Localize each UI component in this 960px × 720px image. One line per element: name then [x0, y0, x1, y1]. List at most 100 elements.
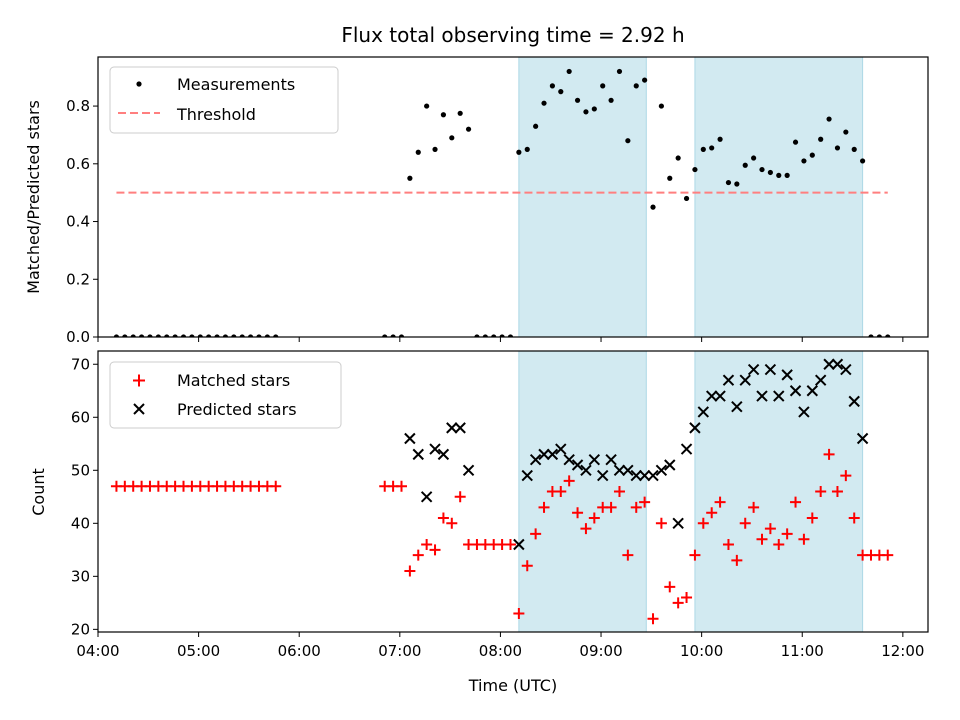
predicted-star-point: [638, 469, 651, 482]
measurement-point: [424, 103, 430, 109]
legend-x-marker: [133, 403, 145, 415]
predicted-star-point: [664, 459, 676, 471]
predicted-star-point: [446, 422, 458, 434]
legend-threshold: Threshold: [176, 105, 256, 124]
measurement-point: [558, 89, 564, 95]
bottom-legend-box: [109, 361, 342, 429]
matched-star-point: [764, 523, 776, 535]
predicted-star-point: [672, 517, 684, 530]
matched-star-point: [605, 501, 617, 513]
matched-star-point: [521, 560, 533, 572]
measurement-point: [440, 112, 447, 118]
measurement-point: [197, 334, 203, 337]
matched-star-point: [781, 528, 793, 540]
top-legend: Measurements Threshold: [109, 66, 339, 134]
chart-title: Flux total observing time = 2.92 h: [341, 23, 684, 47]
measurement-point: [247, 334, 254, 337]
matched-star-point: [639, 496, 651, 508]
y-tick-label: 60: [71, 408, 90, 426]
x-tick-label: 06:00: [278, 642, 321, 660]
measurement-point: [155, 334, 161, 337]
measurement-point: [541, 100, 547, 106]
predicted-star-point: [823, 358, 835, 370]
measurement-point: [675, 155, 681, 161]
matched-star-point: [664, 581, 676, 593]
matched-star-point: [706, 507, 718, 519]
predicted-star-point: [697, 406, 710, 418]
measurement-point: [683, 195, 690, 202]
legend-plus-marker: [133, 374, 145, 387]
matched-star-point: [395, 480, 407, 492]
matched-star-point: [722, 539, 734, 551]
x-tick-label: 09:00: [579, 642, 622, 660]
matched-star-point: [681, 592, 693, 604]
measurement-point: [130, 334, 136, 337]
matched-star-point: [815, 486, 827, 497]
measurement-point: [826, 116, 832, 122]
y-tick-label: 0.8: [66, 97, 90, 115]
measurement-point: [206, 334, 212, 337]
measurement-point: [642, 77, 648, 83]
matched-star-point: [647, 613, 659, 625]
predicted-star-point: [563, 453, 575, 466]
x-tick-label: 12:00: [881, 642, 924, 660]
measurement-point: [189, 334, 195, 337]
matched-star-point: [748, 501, 760, 513]
measurement-point: [692, 166, 698, 173]
predicted-star-point: [647, 469, 659, 482]
matched-star-point: [731, 554, 743, 566]
measurement-point: [549, 83, 556, 89]
predicted-star-point: [773, 390, 785, 402]
matched-star-point: [831, 486, 843, 497]
legend-predicted-stars: Predicted stars: [177, 400, 297, 419]
shaded-interval: [518, 57, 647, 337]
predicted-star-point: [747, 363, 760, 376]
measurement-point: [382, 334, 388, 337]
measurement-point: [583, 109, 589, 115]
measurement-point: [885, 334, 891, 337]
bottom-panel: 20 30 40 50 60 70 04:00 05:00 06:00 07:00 08:00 09…: [29, 350, 929, 695]
predicted-star-point: [840, 363, 852, 376]
measurement-point: [407, 175, 413, 181]
matched-star-point: [429, 544, 441, 556]
x-tick-label: 08:00: [479, 642, 522, 660]
y-tick-label: 20: [71, 620, 90, 638]
predicted-star-point: [622, 464, 634, 476]
matched-star-point: [697, 517, 709, 529]
matched-star-point: [446, 517, 458, 529]
measurement-point: [801, 158, 807, 164]
predicted-star-point: [756, 390, 768, 402]
predicted-star-point: [521, 469, 533, 482]
bottom-legend: Matched stars Predicted stars: [109, 361, 342, 429]
measurement-point: [809, 152, 815, 158]
measurement-point: [507, 334, 514, 337]
matched-star-point: [823, 448, 835, 460]
predicted-star-point: [555, 443, 567, 455]
y-tick-label: 0.6: [66, 155, 90, 173]
top-legend-box: [109, 66, 339, 134]
measurement-point: [776, 172, 782, 178]
measurement-point: [591, 106, 597, 112]
measurement-point: [138, 334, 145, 337]
measurement-point: [860, 158, 866, 164]
bottom-plot-frame: [97, 350, 929, 633]
measurement-point: [574, 97, 581, 103]
measurement-point: [650, 204, 656, 210]
y-tick-label: 0.2: [66, 270, 90, 288]
predicted-star-point: [806, 385, 819, 397]
legend-matched-stars: Matched stars: [177, 371, 290, 390]
predicted-star-point: [731, 400, 743, 413]
matched-star-point: [622, 549, 634, 561]
matched-star-point: [655, 517, 667, 529]
y-tick-label: 40: [71, 514, 90, 532]
top-panel: 0.00.20.40.60.8 Matched/Predicted stars …: [24, 56, 929, 346]
measurement-point: [616, 68, 623, 75]
predicted-star-point: [546, 448, 559, 461]
predicted-star-point: [454, 422, 466, 434]
predicted-star-point: [437, 448, 450, 461]
matched-star-point: [806, 512, 818, 524]
measurement-point: [449, 135, 455, 141]
x-tick-label: 10:00: [680, 642, 723, 660]
measurement-point: [164, 334, 170, 337]
